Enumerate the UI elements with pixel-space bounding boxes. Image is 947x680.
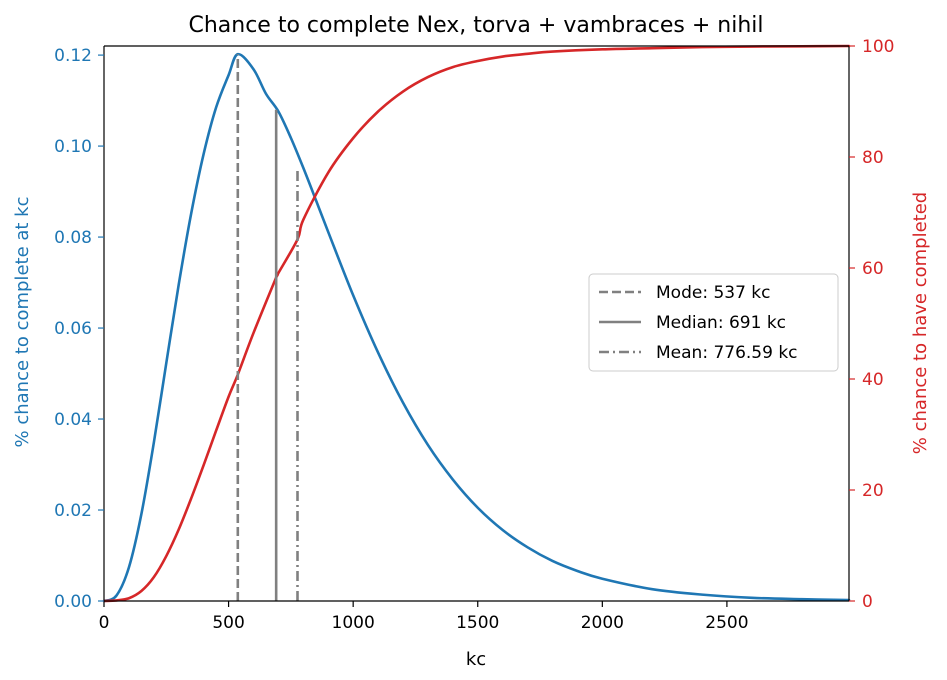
- y-left-tick-label: 0.12: [54, 46, 92, 66]
- legend-frame: [588, 273, 839, 372]
- x-tick-label: 2000: [581, 613, 624, 633]
- x-tick-label: 500: [212, 613, 244, 633]
- x-tick-label: 1500: [456, 613, 499, 633]
- y-axis-right-label: % chance to have completed: [910, 192, 931, 454]
- legend-label: Median: 691 kc: [656, 313, 786, 333]
- legend-label: Mean: 776.59 kc: [656, 343, 798, 363]
- vlines-group: [236, 54, 299, 601]
- x-tick-label: 0: [99, 613, 110, 633]
- legend: Mode: 537 kc Median: 691 kc Mean: 776.59 k…: [588, 273, 839, 372]
- series-right-group: [102, 44, 851, 603]
- y-left-tick-label: 0.08: [54, 228, 92, 248]
- axes-group: [103, 45, 850, 602]
- legend-label: Mode: 537 kc: [656, 283, 771, 303]
- y-left-tick-label: 0.02: [54, 501, 92, 521]
- x-tick-label: 2500: [705, 613, 748, 633]
- cdf-series-line: [102, 44, 851, 603]
- y-right-tick-label: 0: [862, 592, 873, 612]
- y-right-tick-label: 20: [862, 481, 884, 501]
- y-axis-left-label: % chance to complete at kc: [12, 197, 33, 448]
- y-right-tick-label: 80: [862, 148, 884, 168]
- y-right-tick-label: 60: [862, 259, 884, 279]
- ticks-group: 0 500 1000 1500 2000 25000.000.020.040.060.08…: [54, 37, 894, 633]
- plot-area: [102, 44, 851, 603]
- y-left-tick-label: 0.04: [54, 410, 92, 430]
- y-left-tick-label: 0.10: [54, 137, 92, 157]
- x-tick-label: 1000: [332, 613, 375, 633]
- x-axis-label: kc: [466, 649, 486, 670]
- y-left-tick-label: 0.00: [54, 592, 92, 612]
- y-right-tick-label: 40: [862, 370, 884, 390]
- chart-title: Chance to complete Nex, torva + vambrace…: [188, 13, 763, 38]
- y-right-tick-label: 100: [862, 37, 894, 57]
- y-left-tick-label: 0.06: [54, 319, 92, 339]
